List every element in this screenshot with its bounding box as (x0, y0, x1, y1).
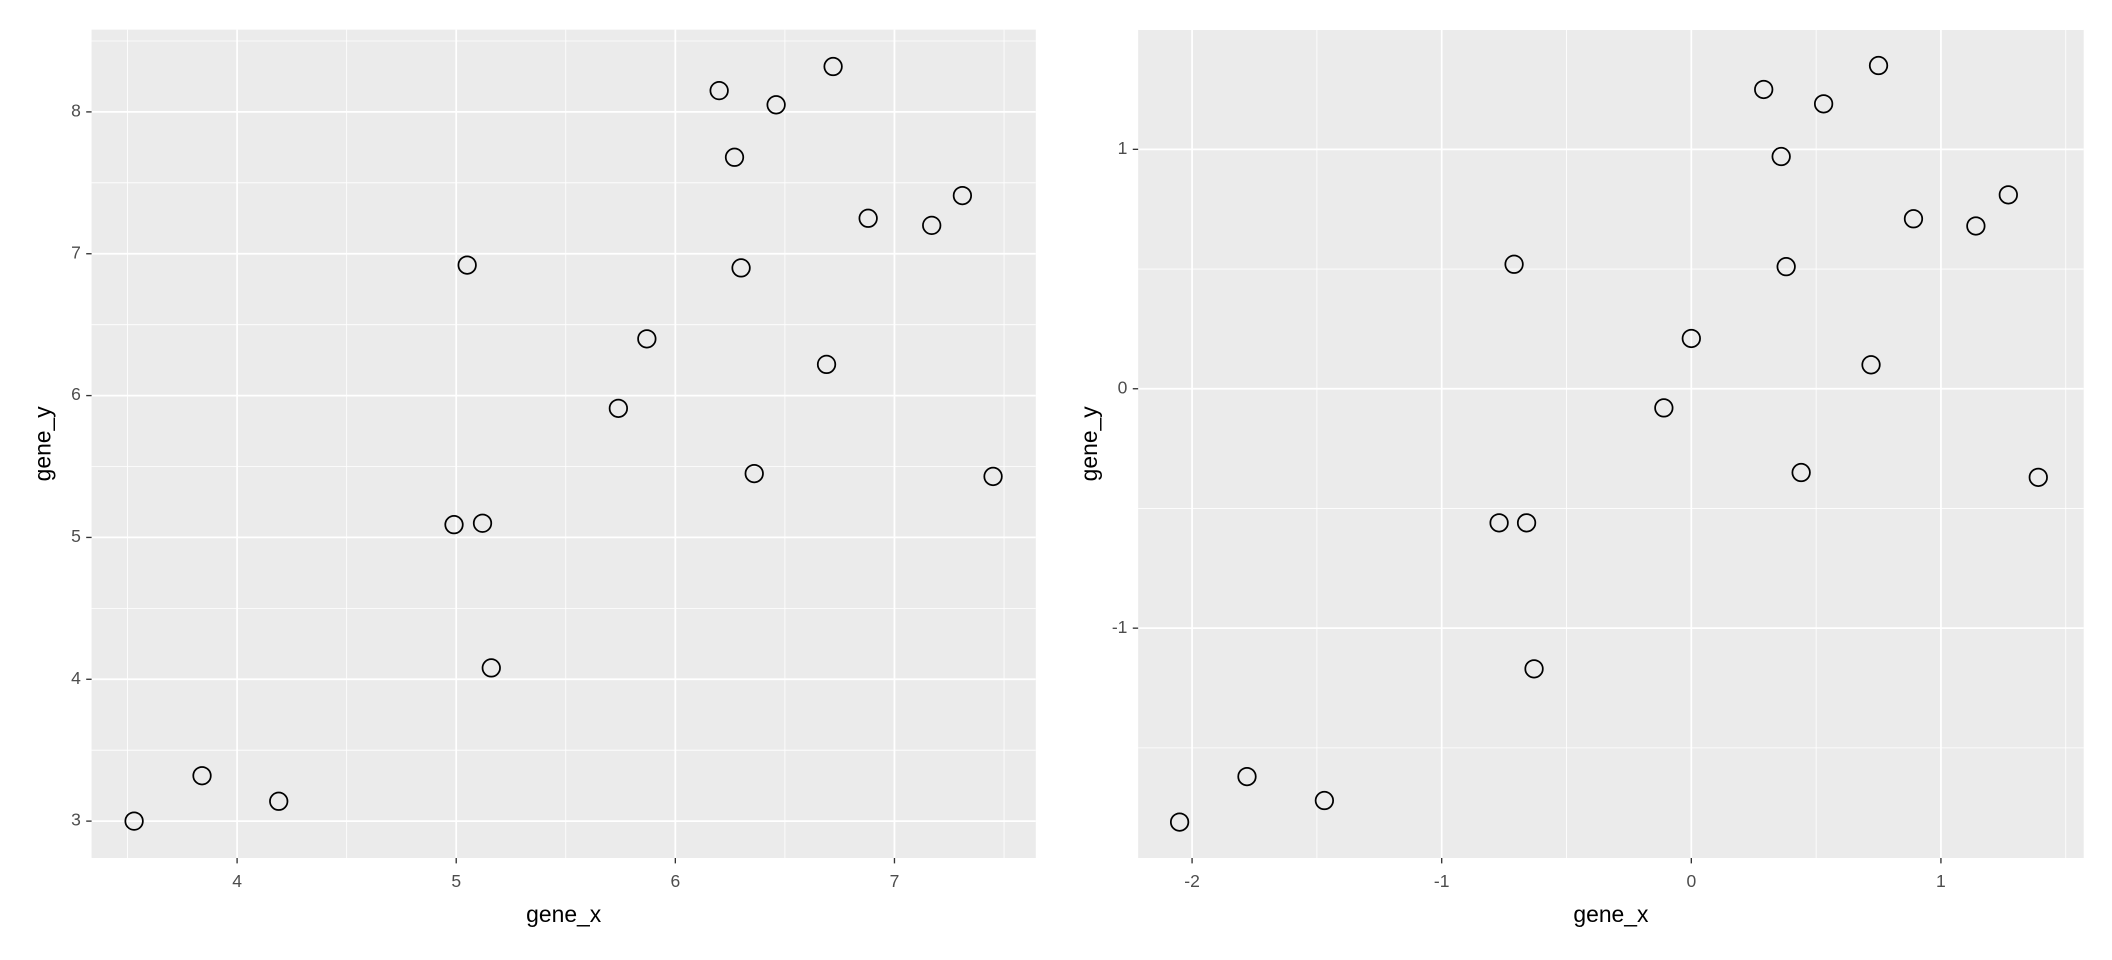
point (608, 398, 628, 418)
point (731, 258, 751, 278)
point (472, 513, 493, 533)
point (1861, 355, 1881, 375)
point (1504, 254, 1524, 274)
panel-background (1138, 29, 2084, 858)
point (637, 329, 657, 349)
y-tick-label: 4 (71, 668, 81, 688)
point (124, 811, 144, 831)
point (1754, 79, 1774, 100)
point (269, 791, 289, 811)
point (858, 208, 878, 228)
x-axis-title: gene_x (1573, 901, 1649, 927)
x-tick-label: 1 (1936, 871, 1946, 891)
x-tick-label: -1 (1434, 871, 1450, 891)
y-tick-label: 7 (71, 242, 81, 262)
y-axis-title: gene_y (29, 406, 55, 482)
y-tick-label: 5 (71, 526, 81, 546)
point (1998, 185, 2018, 205)
y-tick-label: 3 (71, 810, 81, 830)
point (1776, 257, 1796, 277)
point (1681, 328, 1701, 349)
point (457, 255, 477, 275)
point (744, 463, 764, 484)
y-tick-label: -1 (1112, 617, 1128, 637)
point (709, 80, 729, 101)
panel-background (91, 29, 1036, 858)
point (1791, 462, 1811, 483)
point (192, 766, 212, 786)
point (1237, 766, 1257, 787)
y-tick-label: 8 (71, 101, 81, 121)
point (1314, 790, 1335, 811)
point (1516, 513, 1537, 533)
y-tick-label: 6 (71, 384, 81, 404)
x-tick-label: -2 (1184, 871, 1200, 891)
point (816, 354, 837, 375)
x-tick-label: 0 (1686, 871, 1696, 891)
y-axis-title: gene_y (1076, 406, 1102, 482)
y-tick-label: 1 (1118, 138, 1128, 158)
point (1903, 209, 1924, 229)
point (952, 185, 973, 206)
point (823, 56, 843, 77)
point (444, 515, 464, 535)
point (1489, 513, 1509, 533)
point (481, 658, 501, 678)
point (983, 466, 1003, 487)
point (1524, 659, 1544, 679)
y-tick-label: 0 (1118, 377, 1128, 397)
point (1654, 398, 1674, 418)
point (922, 215, 942, 236)
point (1868, 55, 1889, 76)
point (1966, 216, 1986, 236)
x-tick-label: 6 (670, 871, 680, 891)
x-tick-label: 7 (890, 871, 900, 891)
point (766, 95, 786, 115)
point (724, 147, 745, 167)
point (1169, 812, 1190, 832)
x-tick-label: 5 (451, 871, 461, 891)
point (2028, 467, 2048, 487)
x-axis-title: gene_x (526, 901, 602, 927)
point (1813, 94, 1834, 114)
point (1771, 146, 1791, 167)
x-tick-label: 4 (232, 871, 242, 891)
